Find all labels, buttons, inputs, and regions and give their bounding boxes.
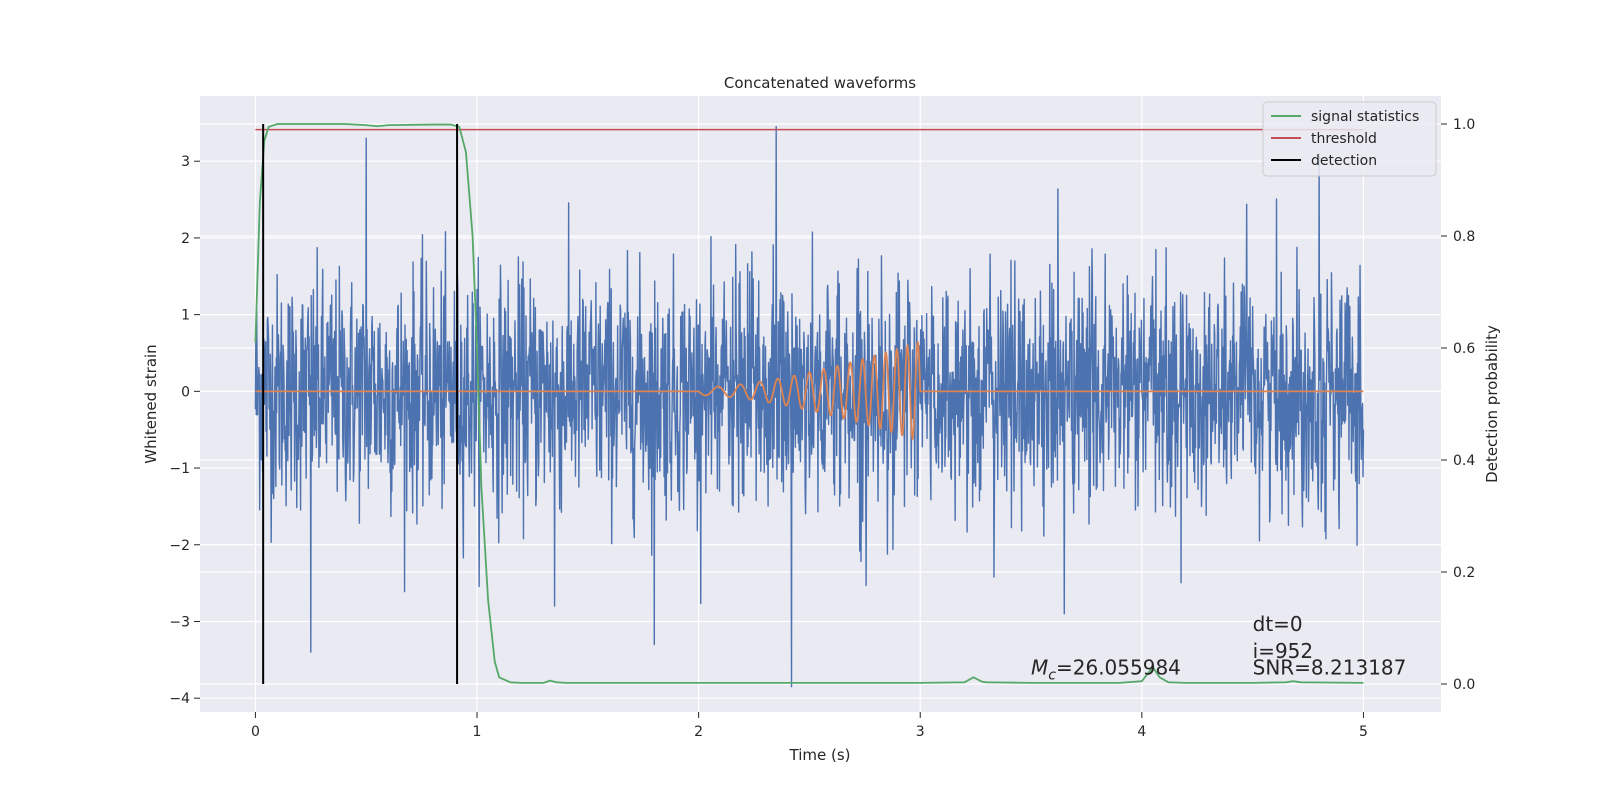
y-tick-label: −2	[169, 538, 190, 554]
x-axis-label: Time (s)	[789, 746, 851, 764]
y-tick-label: −1	[169, 461, 190, 477]
ticks: 0 1 2 3 4 5 −4 −3 −2 −1 0 1 2 3 0.0 0.2 0.4 0.6 0.8 1.0	[169, 117, 1475, 740]
series-line-template	[255, 340, 1364, 441]
y-tick-label: 0	[181, 384, 190, 400]
annotation-mc: Mc=26.055984	[1031, 655, 1181, 683]
x-tick-label: 5	[1359, 724, 1368, 740]
y2-tick-label: 0.4	[1453, 453, 1475, 469]
x-tick-label: 3	[916, 724, 925, 740]
plot-area	[254, 123, 1365, 688]
legend: signal statistics threshold detection	[1262, 101, 1437, 177]
y2-tick-label: 1.0	[1453, 117, 1475, 133]
legend-label: detection	[1311, 153, 1377, 169]
chart-title: Concatenated waveforms	[724, 74, 916, 92]
series-line-strain	[254, 125, 1365, 688]
annotation-i: i=952	[1253, 639, 1314, 663]
annotation-snr: SNR=8.213187	[1253, 655, 1407, 679]
y2-tick-label: 0.6	[1453, 341, 1475, 357]
y-tick-label: 3	[181, 154, 190, 170]
y-tick-label: 2	[181, 231, 190, 247]
x-tick-label: 4	[1137, 724, 1146, 740]
y-axis-label: Whitened strain	[142, 344, 160, 463]
y2-tick-label: 0.2	[1453, 565, 1475, 581]
annotation-dt: dt=0	[1253, 612, 1303, 636]
legend-label: threshold	[1311, 131, 1377, 147]
y-tick-label: −4	[169, 691, 190, 707]
legend-box	[1262, 101, 1437, 177]
x-tick-label: 2	[694, 724, 703, 740]
y2-axis-label: Detection probability	[1483, 325, 1501, 483]
y-tick-label: 1	[181, 308, 190, 324]
y2-tick-label: 0.0	[1453, 677, 1475, 693]
y-tick-label: −3	[169, 614, 190, 630]
series-line-signal-statistics	[254, 123, 1364, 684]
x-tick-label: 1	[473, 724, 482, 740]
y2-tick-label: 0.8	[1453, 229, 1475, 245]
x-tick-label: 0	[251, 724, 260, 740]
legend-label: signal statistics	[1311, 109, 1419, 125]
